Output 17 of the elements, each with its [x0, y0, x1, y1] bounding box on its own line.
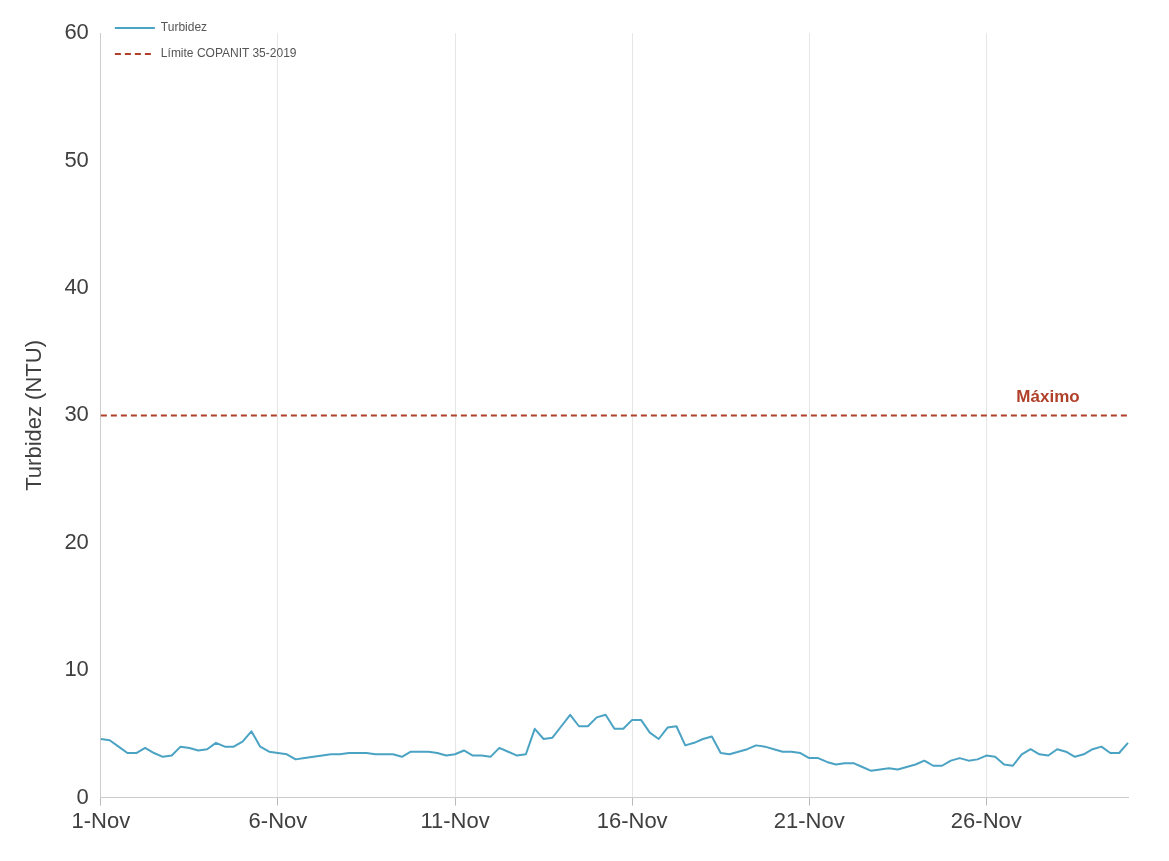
- x-tick-label: 6-Nov: [248, 807, 308, 833]
- x-tick-label: 16-Nov: [596, 807, 668, 833]
- y-tick-label: 30: [64, 401, 89, 427]
- y-tick-label: 0: [76, 783, 89, 809]
- legend-label: Turbidez: [160, 20, 208, 35]
- y-tick-label: 50: [64, 146, 89, 172]
- y-tick-label: 40: [64, 274, 89, 300]
- annotation: Máximo: [1016, 386, 1080, 406]
- legend-label: Límite COPANIT 35-2019: [160, 46, 297, 61]
- x-tick-label: 26-Nov: [950, 807, 1022, 833]
- x-tick-label: 1-Nov: [71, 807, 131, 833]
- y-tick-label: 60: [64, 19, 89, 45]
- x-tick-label: 21-Nov: [773, 807, 845, 833]
- x-tick-label: 11-Nov: [420, 807, 490, 833]
- y-tick-label: 10: [64, 656, 89, 682]
- y-tick-label: 20: [64, 528, 89, 554]
- y-axis-title: Turbidez (NTU): [21, 340, 47, 491]
